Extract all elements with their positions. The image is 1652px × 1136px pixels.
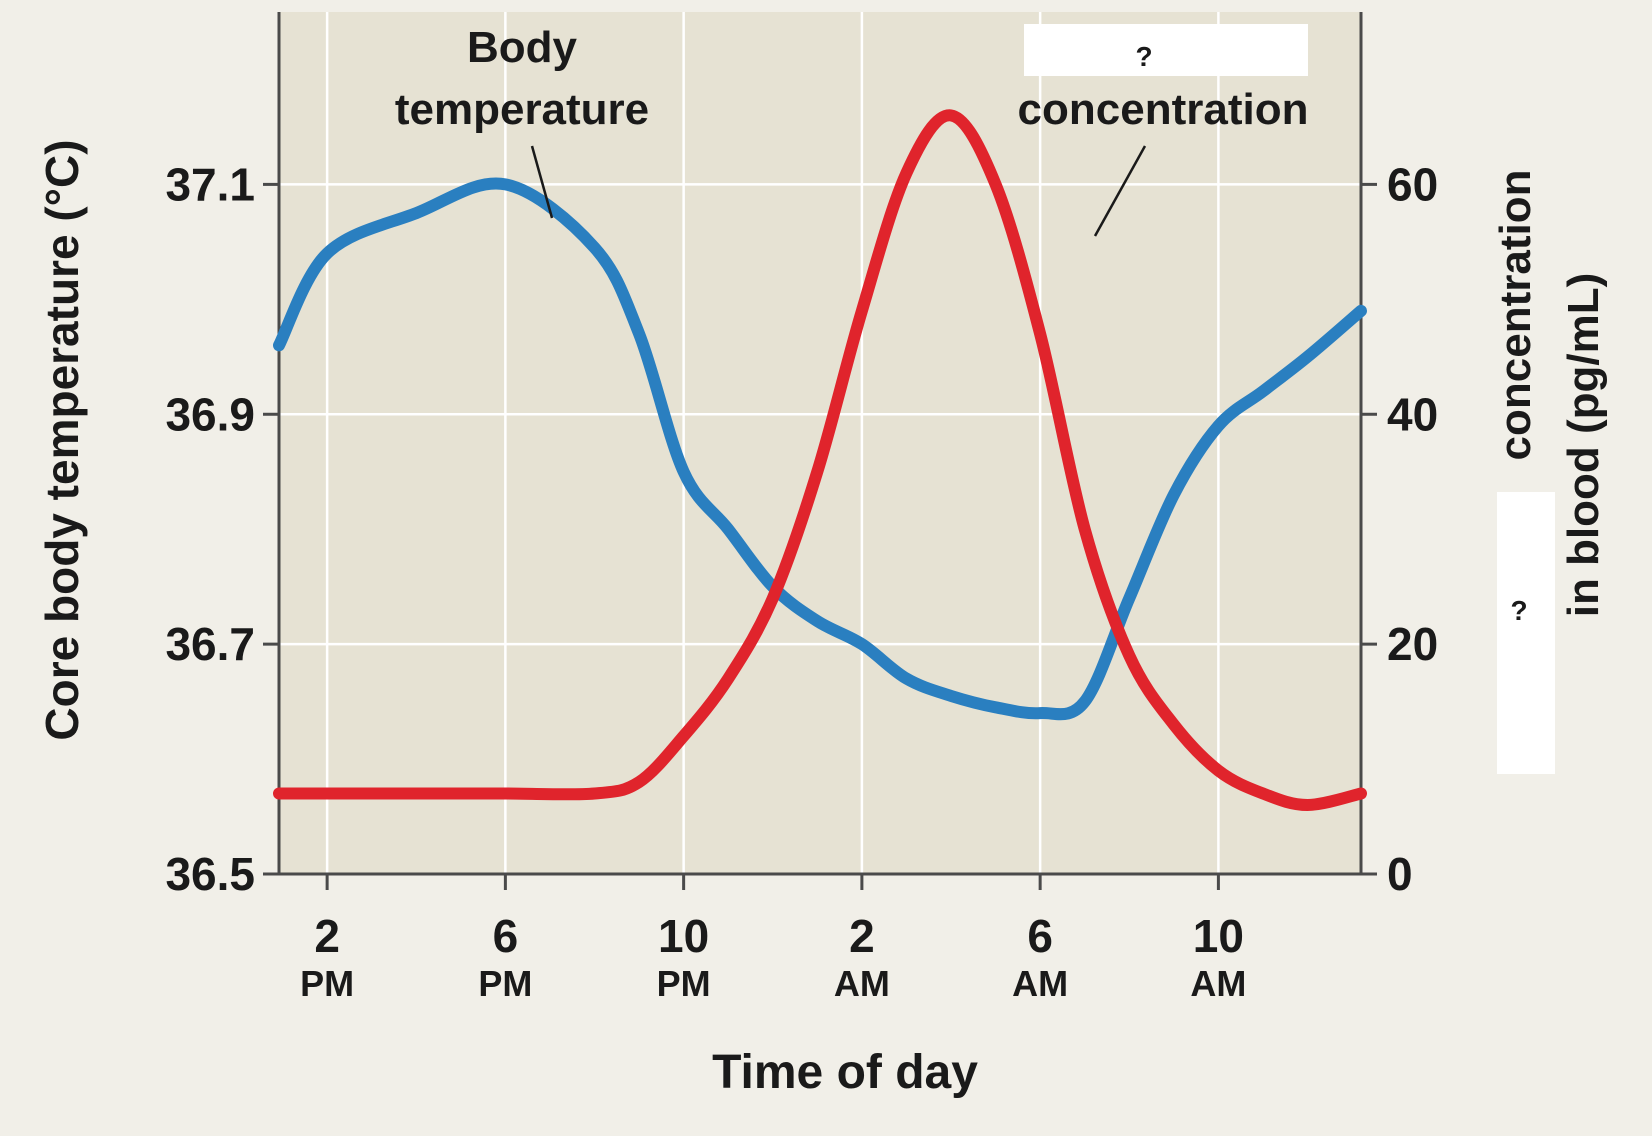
x-tick-label-2-hour: 10 <box>658 910 709 962</box>
left-tick-label-2: 36.9 <box>165 388 255 440</box>
x-tick-label-3-period: AM <box>834 963 890 1004</box>
gridlines <box>279 12 1361 874</box>
x-tick-label-1-period: PM <box>478 963 532 1004</box>
series-layer <box>273 109 1367 811</box>
hormone-name-mask-box <box>1024 24 1308 76</box>
hormone-name-masked: ? <box>1135 41 1152 72</box>
axes <box>277 12 1363 876</box>
right-tick-label-0: 0 <box>1387 848 1413 900</box>
hormone-leader-line <box>1093 145 1147 237</box>
right-tick-label-3: 60 <box>1387 158 1438 210</box>
left-tick-label-1: 36.7 <box>165 618 255 670</box>
x-tick-label-2-period: PM <box>657 963 711 1004</box>
x-tick-label-5-period: AM <box>1190 963 1246 1004</box>
left-tick-label-0: 36.5 <box>165 848 255 900</box>
temperature-series-label-line2: temperature <box>395 85 649 134</box>
body-temperature-line <box>273 177 1367 721</box>
right-tick-label-2: 40 <box>1387 388 1438 440</box>
x-tick-label-1-hour: 6 <box>493 910 519 962</box>
temperature-series-label-line1: Body <box>467 23 578 72</box>
hormone-concentration-line <box>273 109 1367 811</box>
x-tick-label-4-hour: 6 <box>1027 910 1053 962</box>
x-tick-label-3-hour: 2 <box>849 910 875 962</box>
right-axis-title-line1: concentration <box>1491 170 1540 461</box>
right-axis-masked-label: ? <box>1510 595 1527 626</box>
x-axis-title: Time of day <box>712 1046 978 1099</box>
x-tick-label-4-period: AM <box>1012 963 1068 1004</box>
right-axis-mask-box <box>1497 492 1555 774</box>
x-tick-label-5-hour: 10 <box>1193 910 1244 962</box>
left-axis-title: Core body temperature (°C) <box>36 139 88 740</box>
hormone-series-label: concentration <box>1018 85 1309 134</box>
right-axis-title-line2: in blood (pg/mL) <box>1559 273 1608 618</box>
right-tick-label-1: 20 <box>1387 618 1438 670</box>
axis-ticks: 2PM6PM10PM2AM6AM10AM36.536.736.937.10204… <box>165 158 1438 1004</box>
x-tick-label-0-hour: 2 <box>314 910 340 962</box>
x-tick-label-0-period: PM <box>300 963 354 1004</box>
left-tick-label-3: 37.1 <box>165 158 255 210</box>
temperature-leader-line <box>530 145 554 219</box>
